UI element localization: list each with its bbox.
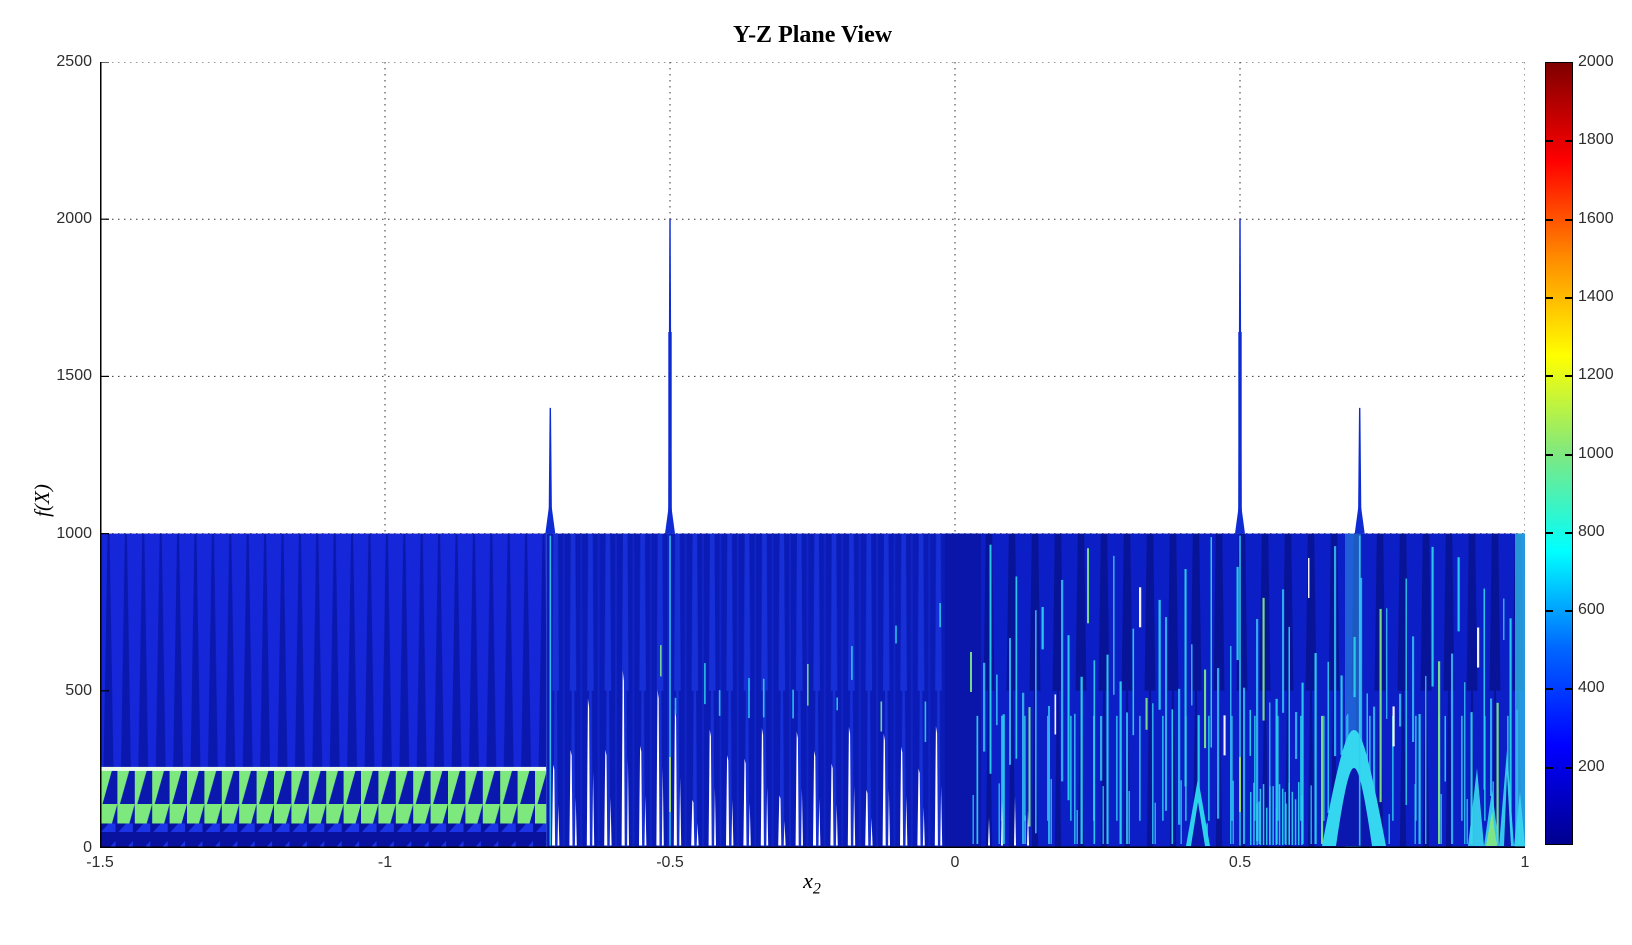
plot-area[interactable] <box>100 62 1525 848</box>
spikes <box>545 219 1365 846</box>
colorbar-tick-mark <box>1565 453 1572 456</box>
colorbar-tick-mark <box>1565 140 1572 143</box>
colorbar-tick-mark <box>1565 531 1572 534</box>
x-tick-label: -0.5 <box>656 854 684 871</box>
y-tick-label: 1000 <box>56 524 92 542</box>
colorbar-tick-mark <box>1565 296 1572 299</box>
colorbar-tick-mark <box>1546 140 1553 143</box>
x-tick-label: 0.5 <box>1228 854 1252 871</box>
x-tick-label: 0 <box>950 854 960 871</box>
colorbar-tick-mark <box>1565 766 1572 769</box>
colorbar-tick-label: 800 <box>1578 522 1605 540</box>
y-tick-label: 500 <box>65 681 92 699</box>
colorbar-tick-mark <box>1546 610 1553 613</box>
data-band <box>100 533 1525 848</box>
x-tick-label: 1 <box>1520 854 1530 871</box>
colorbar-tick-mark <box>1546 375 1553 378</box>
y-tick-label: 0 <box>83 839 92 856</box>
colorbar-tick-label: 1600 <box>1578 209 1614 227</box>
colorbar-tick-label: 1000 <box>1578 444 1614 462</box>
colorbar-tick-mark <box>1546 296 1553 299</box>
plot-canvas <box>100 62 1525 848</box>
colorbar-tick-label: 1200 <box>1578 366 1614 384</box>
x-tick-label: -1 <box>377 854 393 871</box>
y-tick-label: 2500 <box>56 53 92 70</box>
colorbar-tick-mark <box>1565 375 1572 378</box>
x-tick-label: -1.5 <box>86 854 114 871</box>
y-tick-label: 1500 <box>56 367 92 385</box>
colorbar-tick-mark <box>1546 766 1553 769</box>
colorbar-tick-mark <box>1565 610 1572 613</box>
colorbar-tick-label: 2000 <box>1578 53 1614 70</box>
colorbar-tick-mark <box>1565 218 1572 221</box>
colorbar-tick-mark <box>1546 688 1553 691</box>
colorbar-tick-mark <box>1546 453 1553 456</box>
y-axis-label: f(X) <box>29 484 54 517</box>
axis-lines <box>100 62 1525 848</box>
colorbar-tick-label: 1400 <box>1578 287 1614 305</box>
colorbar-tick-label: 600 <box>1578 601 1605 619</box>
colorbar-tick-mark <box>1546 218 1553 221</box>
colorbar-tick-mark <box>1546 531 1553 534</box>
colorbar-tick-label: 200 <box>1578 757 1605 775</box>
band-features <box>1186 730 1525 846</box>
chart-title: Y-Z Plane View <box>732 22 893 48</box>
colorbar-tick-mark <box>1565 688 1572 691</box>
colorbar-tick-label: 1800 <box>1578 131 1614 149</box>
colorbar-tick-label: 400 <box>1578 679 1605 697</box>
x-axis-label: x2 <box>803 868 821 898</box>
y-tick-label: 2000 <box>56 210 92 228</box>
